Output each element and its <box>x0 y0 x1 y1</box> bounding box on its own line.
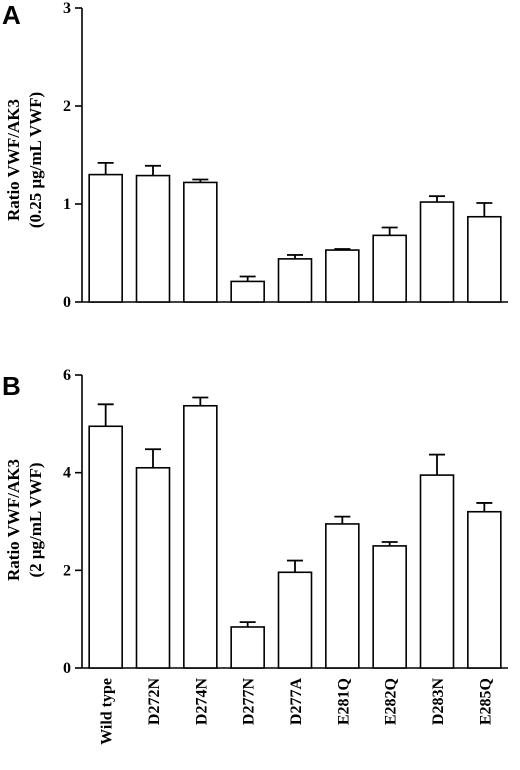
panel-b-error-e281q <box>334 515 351 524</box>
panel-b-error-d283n <box>429 453 445 476</box>
panel-a-bar-d283n <box>419 201 455 303</box>
panel-a-error-d277n <box>239 275 256 282</box>
panel-b-ylabel-line2: (2 μg/mL VWF) <box>26 462 45 577</box>
panel-a-error-d274n <box>192 178 209 183</box>
panel-a-ytick-label-0: 0 <box>63 294 71 311</box>
panel-a-error-bars <box>97 161 493 282</box>
panel-b-error-e285q <box>476 502 493 512</box>
panel-a-bar-e282q <box>372 234 407 303</box>
panel-a-error-d277a <box>287 254 303 259</box>
panel-b-yticks: 0 2 4 6 <box>63 367 82 677</box>
panel-a-letter: A <box>2 0 21 30</box>
panel-b-bar-d277a <box>277 571 313 669</box>
panel-b-category-label-wild-type: Wild type <box>99 678 116 745</box>
panel-a-error-d283n <box>429 195 445 203</box>
panel-a-error-e282q <box>381 226 398 236</box>
panel-b-category-label-d277a: D277A <box>288 678 305 726</box>
panel-b-bar-d274n <box>183 404 218 669</box>
panel-b-category-label-e281q: E281Q <box>335 678 352 725</box>
panel-b-error-bars <box>97 396 493 627</box>
panel-b-category-label-d277n: D277N <box>241 678 258 726</box>
panel-a-error-e281q <box>334 248 351 251</box>
panel-a-bar-e285q <box>467 215 502 303</box>
panel-a-ytick-label-3: 3 <box>63 0 71 17</box>
panel-b-error-e282q <box>381 541 398 546</box>
panel-b-bars <box>88 404 502 669</box>
panel-b-ytick-label-4: 4 <box>63 465 71 482</box>
panel-a-bar-d277a <box>277 258 313 303</box>
panel-b-ytick-label-0: 0 <box>63 660 71 677</box>
panel-b-bar-d277n <box>230 626 265 669</box>
panel-a-bars <box>88 173 502 303</box>
panel-a-error-d272n <box>145 164 161 176</box>
panel-b-bar-e285q <box>467 510 502 669</box>
panel-a-error-wild-type <box>97 161 114 175</box>
panel-a-ytick-label-2: 2 <box>63 98 71 115</box>
panel-b: B Ratio VWF/AK3 (2 μg/mL VWF) 0 2 4 6 Wild … <box>2 367 508 745</box>
panel-a-ytick-label-1: 1 <box>63 196 71 213</box>
panel-b-bar-d283n <box>419 474 455 669</box>
panel-b-error-d274n <box>192 396 209 406</box>
panel-b-bar-e281q <box>325 523 360 669</box>
panel-b-category-label-e282q: E282Q <box>383 678 400 725</box>
panel-b-ytick-label-6: 6 <box>63 367 71 384</box>
panel-a-bar-e281q <box>325 249 360 303</box>
panel-a-bar-d274n <box>183 181 218 303</box>
panel-b-category-label-d272n: D272N <box>146 678 163 726</box>
panel-b-ytick-label-2: 2 <box>63 562 71 579</box>
panel-a: A Ratio VWF/AK3 (0.25 μg/mL VWF) 0 1 2 3 <box>2 0 508 311</box>
panel-b-bar-e282q <box>372 545 407 669</box>
panel-a-bar-d272n <box>135 174 171 303</box>
panel-a-bar-wild-type <box>88 173 123 303</box>
panel-b-error-d277a <box>287 559 303 573</box>
panel-b-bar-d272n <box>135 466 171 669</box>
panel-b-error-wild-type <box>97 403 114 427</box>
panel-b-category-labels: Wild type D272N D274N D277N D277A E281Q E282Q D… <box>99 678 495 745</box>
panel-a-ylabel-line1: Ratio VWF/AK3 <box>4 99 23 221</box>
panel-b-letter: B <box>2 371 21 401</box>
panel-b-category-label-d283n: D283N <box>430 678 447 726</box>
panel-b-error-d277n <box>239 621 256 627</box>
panel-a-ylabel-line2: (0.25 μg/mL VWF) <box>26 92 45 228</box>
panel-b-error-d272n <box>145 448 161 468</box>
panel-a-error-e285q <box>476 202 493 217</box>
panel-b-category-label-e285q: E285Q <box>477 678 494 725</box>
panel-a-yticks: 0 1 2 3 <box>63 0 82 311</box>
panel-b-category-label-d274n: D274N <box>193 678 210 726</box>
panel-b-bar-wild-type <box>88 425 123 669</box>
panel-b-ylabel-line1: Ratio VWF/AK3 <box>4 459 23 581</box>
panel-a-bar-d277n <box>230 280 265 303</box>
